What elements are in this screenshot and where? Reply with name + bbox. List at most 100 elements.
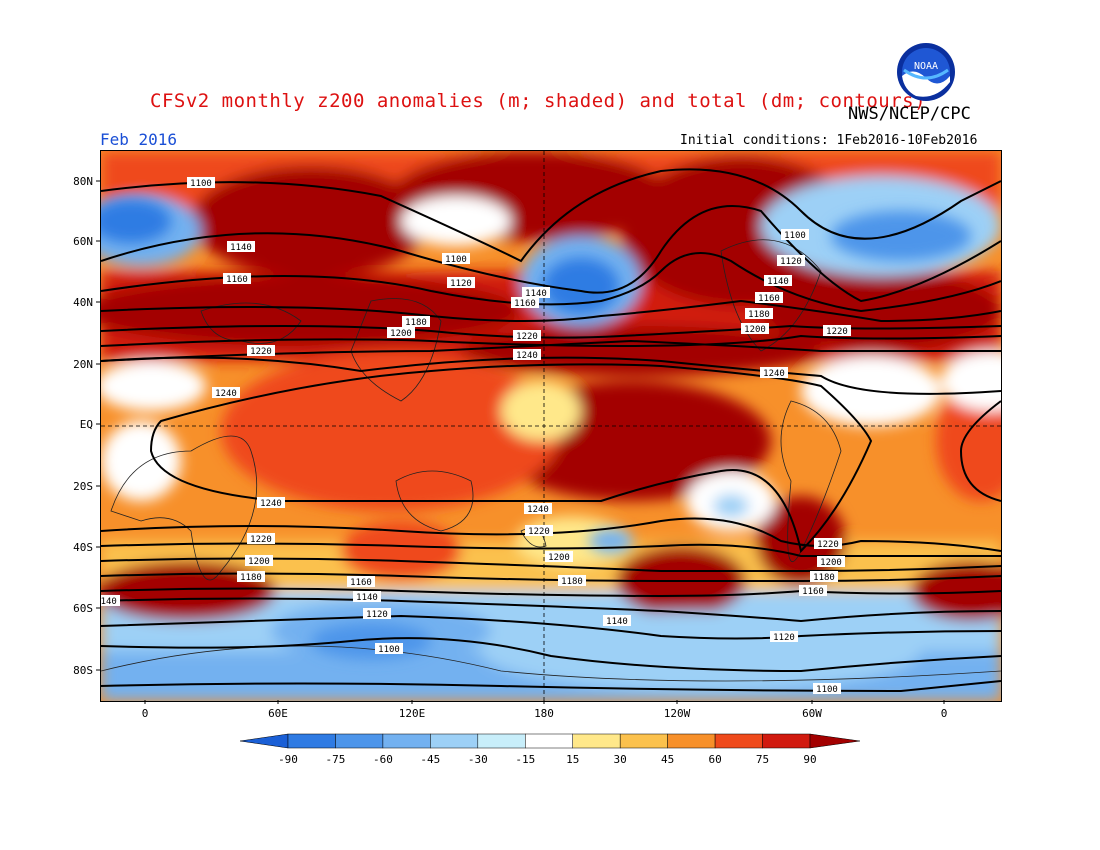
colorbar-segment bbox=[382, 733, 431, 749]
contour-label: 1120 bbox=[770, 631, 798, 643]
latitude-ticks: 80N 60N 40N 20N EQ 20S 40S 60S 80S bbox=[73, 175, 100, 677]
colorbar-tick: -15 bbox=[515, 753, 535, 766]
lon-label: 0 bbox=[142, 707, 149, 720]
svg-text:1100: 1100 bbox=[378, 645, 400, 655]
svg-text:1200: 1200 bbox=[548, 553, 570, 563]
contour-label: 1140 bbox=[353, 591, 381, 603]
colorbar-tick: 30 bbox=[614, 753, 627, 766]
colorbar-segment bbox=[572, 733, 621, 749]
svg-text:1220: 1220 bbox=[826, 327, 848, 337]
contour-label: 1180 bbox=[745, 308, 773, 320]
colorbar-segment bbox=[430, 733, 479, 749]
svg-text:1100: 1100 bbox=[816, 685, 838, 695]
lon-label: 60E bbox=[268, 707, 288, 720]
svg-text:1140: 1140 bbox=[230, 243, 252, 253]
lon-label: 120W bbox=[664, 707, 691, 720]
lon-label: 0 bbox=[941, 707, 948, 720]
svg-text:1140: 1140 bbox=[101, 597, 117, 607]
svg-text:1100: 1100 bbox=[784, 231, 806, 241]
svg-text:1120: 1120 bbox=[450, 279, 472, 289]
contour-label: 1120 bbox=[447, 277, 475, 289]
lat-label: EQ bbox=[80, 418, 93, 431]
svg-text:1180: 1180 bbox=[748, 310, 770, 320]
svg-text:1100: 1100 bbox=[190, 179, 212, 189]
svg-text:1180: 1180 bbox=[813, 573, 835, 583]
contour-label: 1240 bbox=[212, 387, 240, 399]
contour-label: 1180 bbox=[558, 575, 586, 587]
contour-label: 1140 bbox=[522, 287, 550, 299]
lon-label: 120E bbox=[399, 707, 426, 720]
colorbar-tick: -60 bbox=[373, 753, 393, 766]
chart-title: CFSv2 monthly z200 anomalies (m; shaded)… bbox=[150, 90, 927, 112]
svg-text:1140: 1140 bbox=[525, 289, 547, 299]
colorbar-segment bbox=[335, 733, 384, 749]
svg-text:1160: 1160 bbox=[226, 275, 248, 285]
lat-label: 60N bbox=[73, 235, 93, 248]
contour-label: 1160 bbox=[223, 273, 251, 285]
colorbar-tick: 75 bbox=[756, 753, 769, 766]
colorbar-segment bbox=[619, 733, 668, 749]
contour-label: 1120 bbox=[777, 255, 805, 267]
svg-text:1120: 1120 bbox=[366, 610, 388, 620]
svg-text:1220: 1220 bbox=[528, 527, 550, 537]
contour-label: 1100 bbox=[187, 177, 215, 189]
colorbar-tick: 45 bbox=[661, 753, 674, 766]
colorbar-tick: -45 bbox=[420, 753, 440, 766]
contour-label: 1200 bbox=[817, 556, 845, 568]
lat-label: 40S bbox=[73, 541, 93, 554]
contour-label: 1180 bbox=[237, 571, 265, 583]
month-label: Feb 2016 bbox=[100, 130, 178, 149]
contour-label: 1220 bbox=[247, 345, 275, 357]
contour-label: 1140 bbox=[227, 241, 255, 253]
svg-text:1120: 1120 bbox=[780, 257, 802, 267]
svg-text:1200: 1200 bbox=[820, 558, 842, 568]
contour-label: 1160 bbox=[799, 585, 827, 597]
colorbar-tick: -75 bbox=[326, 753, 346, 766]
contour-label: 1140 bbox=[764, 275, 792, 287]
colorbar-segment bbox=[525, 733, 573, 749]
contour-label: 1240 bbox=[760, 367, 788, 379]
colorbar-tick: 90 bbox=[803, 753, 816, 766]
contour-label: 1220 bbox=[513, 330, 541, 342]
contour-label: 1220 bbox=[247, 533, 275, 545]
noaa-logo: NOAA bbox=[897, 43, 955, 101]
noaa-logo-text: NOAA bbox=[914, 61, 938, 72]
colorbar-segment bbox=[714, 733, 763, 749]
lat-label: 20S bbox=[73, 480, 93, 493]
contour-label: 1200 bbox=[741, 323, 769, 335]
lat-label: 40N bbox=[73, 296, 93, 309]
contour-label: 1160 bbox=[347, 576, 375, 588]
lon-label: 180 bbox=[534, 707, 554, 720]
contour-label: 1200 bbox=[245, 555, 273, 567]
contour-label: 1220 bbox=[814, 538, 842, 550]
colorbar-tick: 60 bbox=[708, 753, 721, 766]
lat-label: 80N bbox=[73, 175, 93, 188]
svg-text:1240: 1240 bbox=[516, 351, 538, 361]
svg-text:1180: 1180 bbox=[240, 573, 262, 583]
contour-label: 1200 bbox=[387, 327, 415, 339]
colorbar-segment bbox=[762, 733, 811, 749]
contour-label: 1140 bbox=[603, 615, 631, 627]
svg-text:1220: 1220 bbox=[250, 347, 272, 357]
colorbar-segment bbox=[477, 733, 526, 749]
svg-text:1180: 1180 bbox=[405, 318, 427, 328]
svg-text:1120: 1120 bbox=[773, 633, 795, 643]
svg-text:1140: 1140 bbox=[606, 617, 628, 627]
contour-label: 1180 bbox=[810, 571, 838, 583]
lat-label: 80S bbox=[73, 664, 93, 677]
colorbar-arrow-right bbox=[809, 733, 861, 749]
lat-label: 20N bbox=[73, 358, 93, 371]
svg-text:1240: 1240 bbox=[260, 499, 282, 509]
svg-text:1160: 1160 bbox=[758, 294, 780, 304]
contour-label: 1100 bbox=[781, 229, 809, 241]
svg-text:1140: 1140 bbox=[767, 277, 789, 287]
contour-label: 1240 bbox=[524, 503, 552, 515]
contour-label: 1180 bbox=[402, 316, 430, 328]
map-panel: 1100 1140 1160 1100 1120 1140 1160 1180 1200 1220… bbox=[100, 150, 1002, 702]
contour-label: 1220 bbox=[525, 525, 553, 537]
colorbar-tick: -90 bbox=[278, 753, 298, 766]
contour-label: 1220 bbox=[823, 325, 851, 337]
svg-text:1180: 1180 bbox=[561, 577, 583, 587]
contour-label: 1240 bbox=[513, 349, 541, 361]
